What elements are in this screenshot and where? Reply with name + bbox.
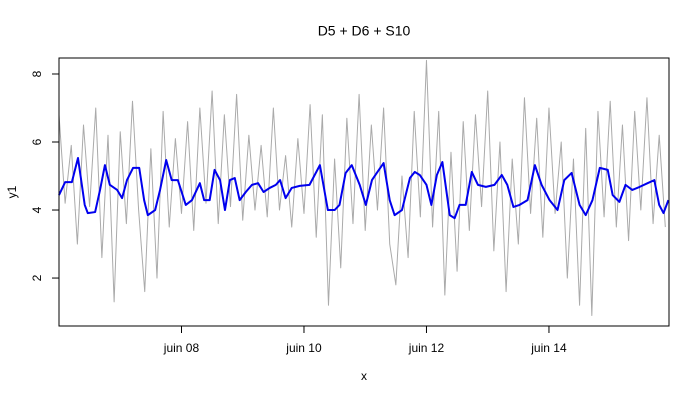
y-tick-label: 6 xyxy=(30,138,44,145)
y-tick-label: 8 xyxy=(30,70,44,77)
y-axis-label: y1 xyxy=(5,185,19,198)
x-tick-label: juin 14 xyxy=(530,341,567,355)
chart-title: D5 + D6 + S10 xyxy=(318,23,411,39)
x-tick-label: juin 12 xyxy=(408,341,445,355)
plot-frame xyxy=(58,57,670,327)
y-tick-label: 2 xyxy=(30,274,44,281)
x-tick-label: juin 10 xyxy=(285,341,322,355)
data-line xyxy=(58,156,670,220)
x-axis-label: x xyxy=(361,369,367,383)
x-tick-label: juin 08 xyxy=(163,341,200,355)
y-tick-label: 4 xyxy=(30,206,44,213)
data-line xyxy=(58,59,666,316)
